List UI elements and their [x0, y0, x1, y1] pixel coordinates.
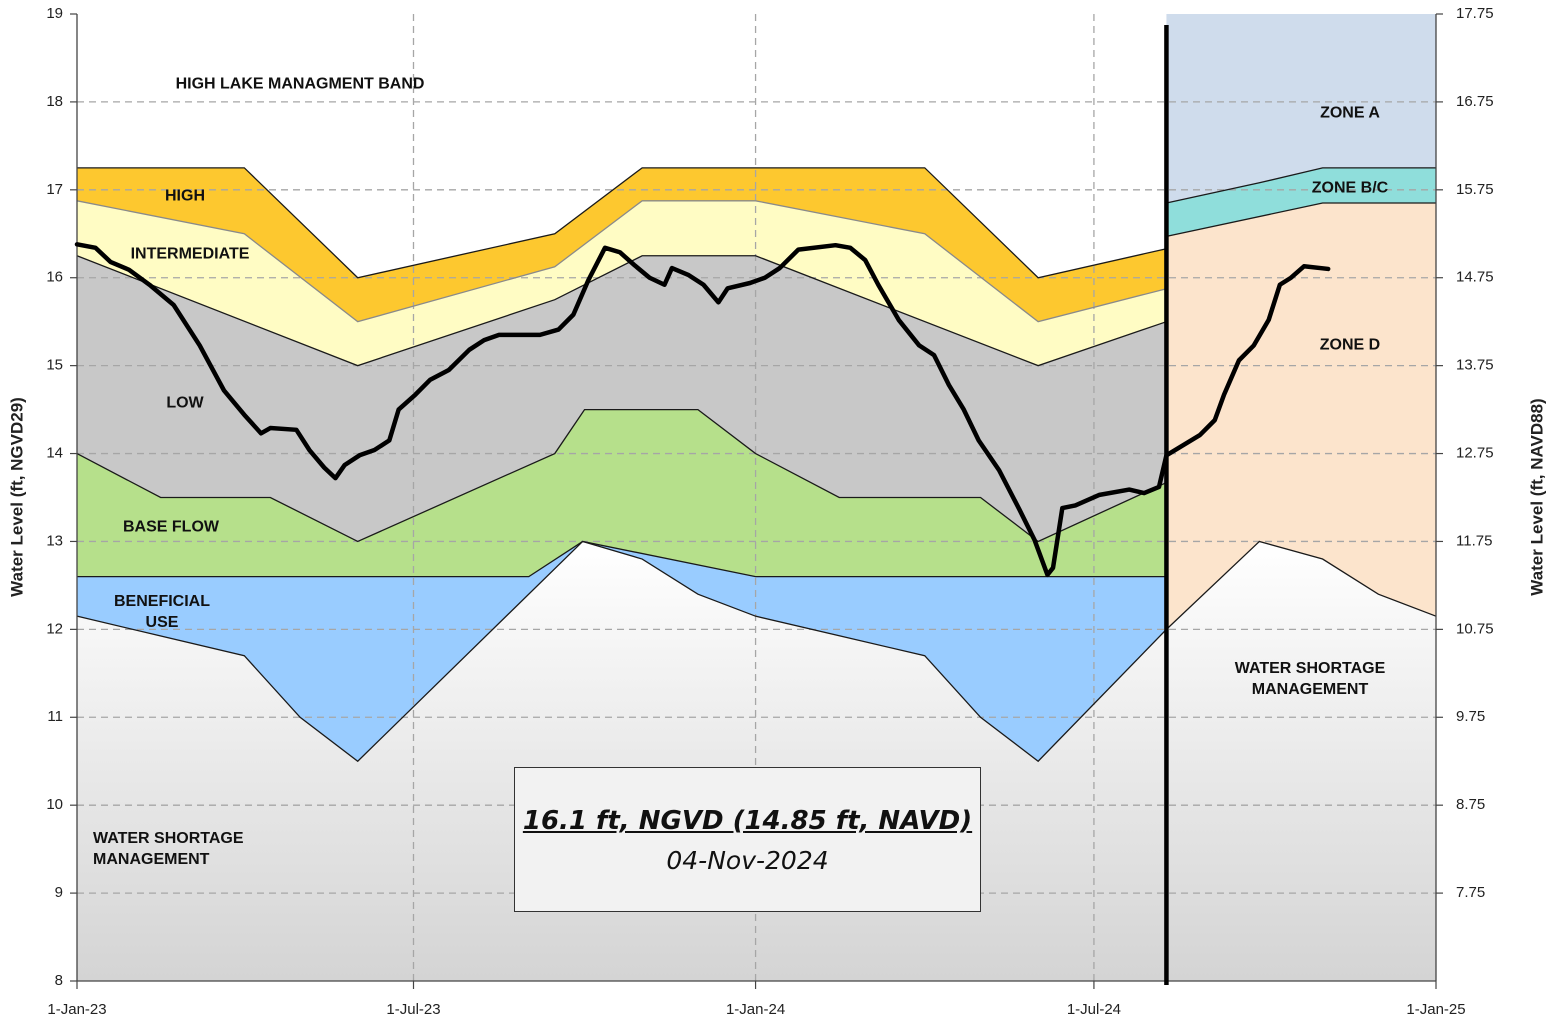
band-label: BASE FLOW — [123, 518, 219, 536]
band-edge — [77, 167, 1167, 279]
y2-tick-label: 16.75 — [1456, 93, 1494, 110]
band-edge — [76, 540, 1167, 763]
y2-tick-label: 15.75 — [1456, 181, 1494, 198]
band-area — [1166, 203, 1436, 630]
annotation-date: 04-Nov-2024 — [666, 846, 829, 875]
x-tick-label: 1-Jul-23 — [386, 1001, 440, 1018]
band-edge — [1166, 167, 1436, 204]
y2-tick-label: 17.75 — [1456, 5, 1494, 22]
y-tick-label: 18 — [46, 93, 63, 110]
y2-axis-title: Water Level (ft, NAVD88) — [1527, 398, 1546, 595]
band-area — [77, 541, 1167, 762]
y2-tick-label: 10.75 — [1456, 620, 1494, 637]
y-tick-label: 10 — [46, 796, 63, 813]
band-label: INTERMEDIATE — [130, 245, 250, 263]
band-edge — [76, 408, 1167, 543]
band-edge — [1165, 540, 1437, 630]
band-area — [1166, 167, 1436, 237]
band-area — [77, 409, 1167, 577]
band-label: WATER SHORTAGE MANAGEMENT — [93, 830, 244, 868]
y-tick-label: 11 — [47, 708, 63, 725]
y2-tick-label: 11.75 — [1456, 532, 1492, 549]
y-tick-label: 17 — [46, 181, 63, 198]
annotation-text: 16.1 ft, NGVD (14.85 ft, NAVD) — [522, 806, 973, 836]
band-label: WATER SHORTAGE MANAGEMENT — [1234, 660, 1386, 698]
band-label: HIGH — [165, 187, 205, 205]
y-axis-title: Water Level (ft, NGVD29) — [7, 397, 26, 597]
lake-level-line — [74, 242, 1331, 578]
y-tick-label: 19 — [46, 5, 63, 22]
band-label: ZONE B/C — [1311, 179, 1389, 197]
band-edge — [76, 200, 1167, 323]
x-tick-label: 1-Jan-23 — [47, 1001, 106, 1018]
band-edge — [76, 255, 1167, 367]
band-label: ZONE A — [1320, 104, 1380, 122]
x-tick-label: 1-Jul-24 — [1067, 1001, 1121, 1018]
band-edge — [1166, 202, 1436, 238]
y-tick-label: 9 — [55, 884, 63, 901]
annotation-box: 16.1 ft, NGVD (14.85 ft, NAVD) 04-Nov-20… — [514, 767, 981, 912]
y2-tick-label: 13.75 — [1456, 357, 1494, 374]
y2-tick-label: 14.75 — [1456, 269, 1494, 286]
y2-tick-label: 8.75 — [1456, 796, 1485, 813]
y-tick-label: 12 — [46, 620, 63, 637]
y-tick-label: 8 — [55, 972, 63, 989]
band-area — [1166, 541, 1436, 981]
x-tick-label: 1-Jan-25 — [1406, 1001, 1465, 1018]
y-tick-label: 14 — [46, 445, 63, 462]
y-tick-label: 15 — [46, 357, 63, 374]
band-area — [77, 14, 1167, 278]
y-tick-label: 13 — [46, 532, 63, 549]
band-label: LOW — [166, 394, 204, 412]
x-tick-label: 1-Jan-24 — [726, 1001, 785, 1018]
band-area — [77, 167, 1167, 322]
y-tick-label: 16 — [46, 269, 63, 286]
band-label: ZONE D — [1319, 336, 1381, 354]
y2-tick-label: 7.75 — [1456, 884, 1485, 901]
band-area — [1166, 14, 1436, 204]
y2-tick-label: 9.75 — [1456, 708, 1485, 725]
band-area — [77, 255, 1167, 542]
band-label: HIGH LAKE MANAGMENT BAND — [175, 75, 425, 93]
y2-tick-label: 12.75 — [1456, 445, 1494, 462]
band-label: BENEFICIAL USE — [114, 593, 210, 631]
band-area — [77, 200, 1167, 366]
